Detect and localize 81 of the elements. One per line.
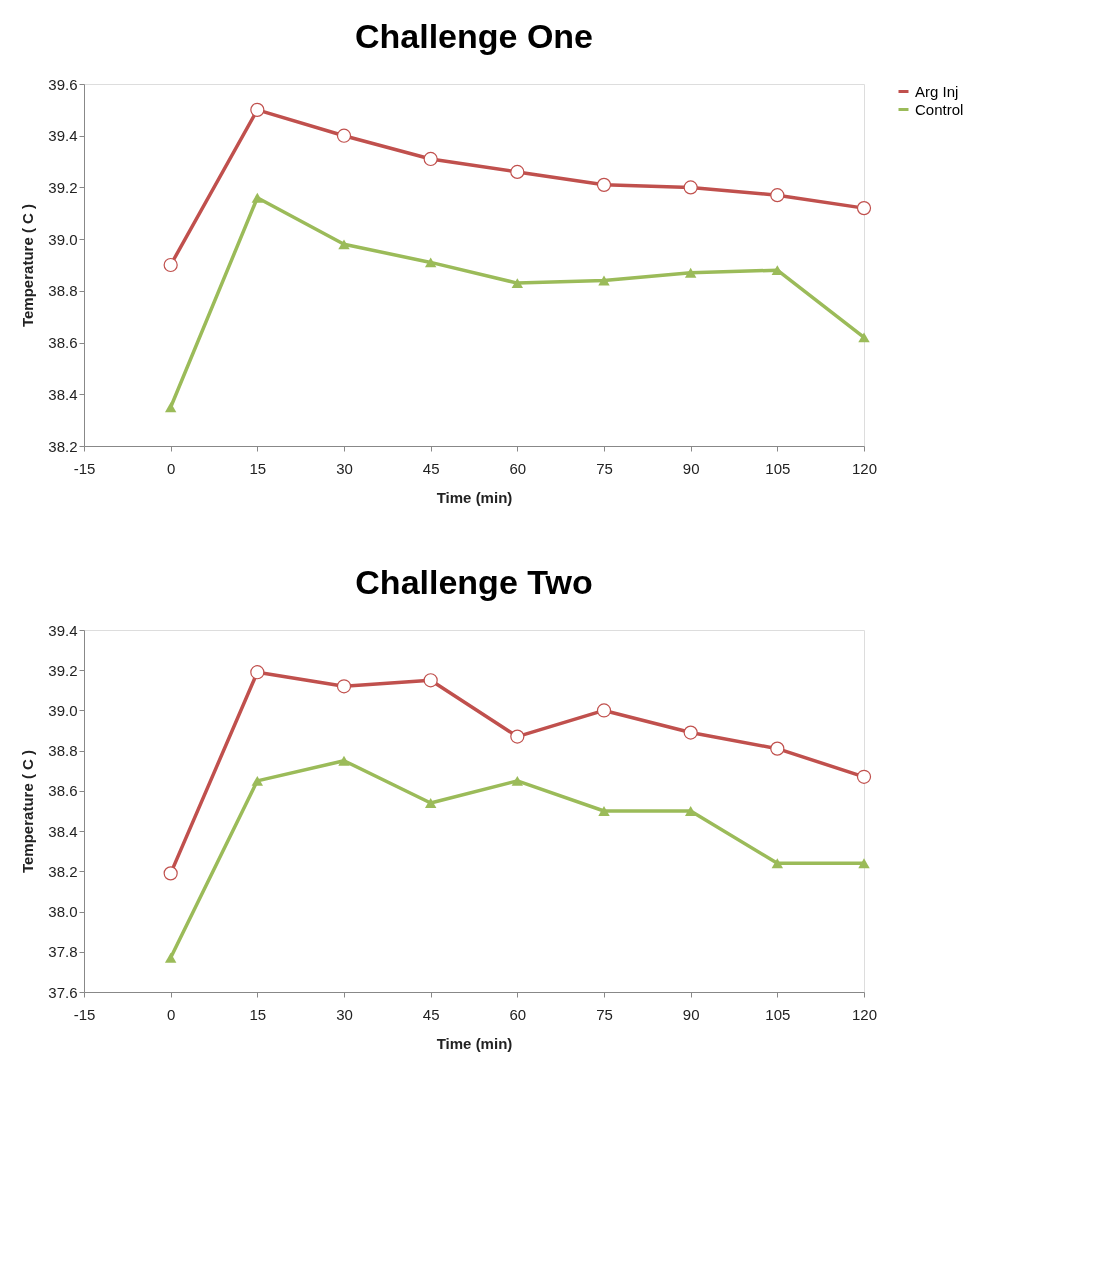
point <box>770 741 785 756</box>
legend-label: Arg Inj <box>915 82 959 100</box>
point <box>424 798 437 808</box>
point <box>423 151 438 167</box>
y-tick-label: 39.2 <box>48 661 78 679</box>
point <box>510 164 525 180</box>
point <box>251 192 264 203</box>
y-axis-title: Temperature ( C ) <box>19 749 37 874</box>
y-tick-label: 38.4 <box>48 822 78 840</box>
point <box>510 729 525 744</box>
point <box>251 775 264 786</box>
point <box>770 188 785 203</box>
x-tick-label: 75 <box>596 1005 613 1023</box>
y-tick-label: 39.0 <box>48 701 78 719</box>
x-tick-label: 105 <box>765 459 791 477</box>
y-tick-label: 38.6 <box>48 782 78 800</box>
legend-label: Control <box>915 100 964 118</box>
y-axis-title: Temperature ( C ) <box>19 203 37 328</box>
x-tick-label: -15 <box>73 1005 96 1023</box>
y-tick-label: 39.4 <box>48 127 78 145</box>
point <box>164 402 177 413</box>
x-tick-label: 0 <box>166 1005 176 1023</box>
point <box>511 775 524 786</box>
point <box>250 102 265 117</box>
point <box>598 275 610 286</box>
point <box>336 128 352 143</box>
chart-title: Challenge One <box>354 17 594 55</box>
x-tick-label: 0 <box>166 459 176 477</box>
point <box>424 257 437 268</box>
y-tick-label: 37.8 <box>48 943 78 961</box>
x-tick-label: 15 <box>249 1005 267 1023</box>
x-axis-title: Time (min) <box>436 488 513 506</box>
x-tick-label: 90 <box>682 1005 700 1023</box>
point <box>596 703 612 718</box>
y-tick-label: 38.8 <box>48 742 78 760</box>
x-tick-label: 120 <box>851 1005 878 1023</box>
y-tick-label: 39.6 <box>48 75 78 93</box>
point <box>858 332 870 343</box>
y-tick-label: 38.2 <box>48 437 78 455</box>
x-tick-label: 45 <box>422 459 440 477</box>
y-tick-label: 39.4 <box>48 621 78 639</box>
point <box>164 952 177 963</box>
x-tick-label: 90 <box>682 459 700 477</box>
point <box>858 858 870 869</box>
point <box>336 679 352 694</box>
x-tick-label: 15 <box>249 459 267 477</box>
y-tick-label: 38.4 <box>48 385 78 403</box>
x-tick-label: 60 <box>509 1005 527 1023</box>
point <box>684 267 697 278</box>
y-tick-label: 38.2 <box>48 862 78 880</box>
point <box>683 180 698 195</box>
point <box>163 257 178 273</box>
x-tick-label: 45 <box>422 1005 440 1023</box>
x-tick-label: -15 <box>73 459 96 477</box>
x-axis-title: Time (min) <box>436 1034 513 1052</box>
point <box>683 725 698 740</box>
x-tick-label: 105 <box>765 1005 791 1023</box>
point <box>163 866 178 881</box>
point <box>856 201 872 216</box>
point <box>596 177 612 192</box>
y-tick-label: 37.6 <box>48 983 78 1001</box>
x-tick-label: 120 <box>851 459 878 477</box>
point <box>423 673 438 688</box>
y-tick-label: 38.8 <box>48 282 78 300</box>
point <box>771 858 784 869</box>
y-tick-label: 38.0 <box>48 903 78 921</box>
x-tick-label: 60 <box>509 459 527 477</box>
point <box>338 755 350 766</box>
point <box>511 278 524 289</box>
y-tick-label: 38.6 <box>48 334 78 352</box>
point <box>856 769 872 784</box>
point <box>250 665 265 680</box>
y-tick-label: 39.2 <box>48 178 78 196</box>
point <box>338 239 350 250</box>
y-tick-label: 39.0 <box>48 230 78 248</box>
x-tick-label: 75 <box>596 459 613 477</box>
chart-title: Challenge Two <box>355 563 593 601</box>
point <box>684 806 697 816</box>
point <box>598 806 610 816</box>
x-tick-label: 30 <box>336 1005 353 1023</box>
x-tick-label: 30 <box>336 459 353 477</box>
